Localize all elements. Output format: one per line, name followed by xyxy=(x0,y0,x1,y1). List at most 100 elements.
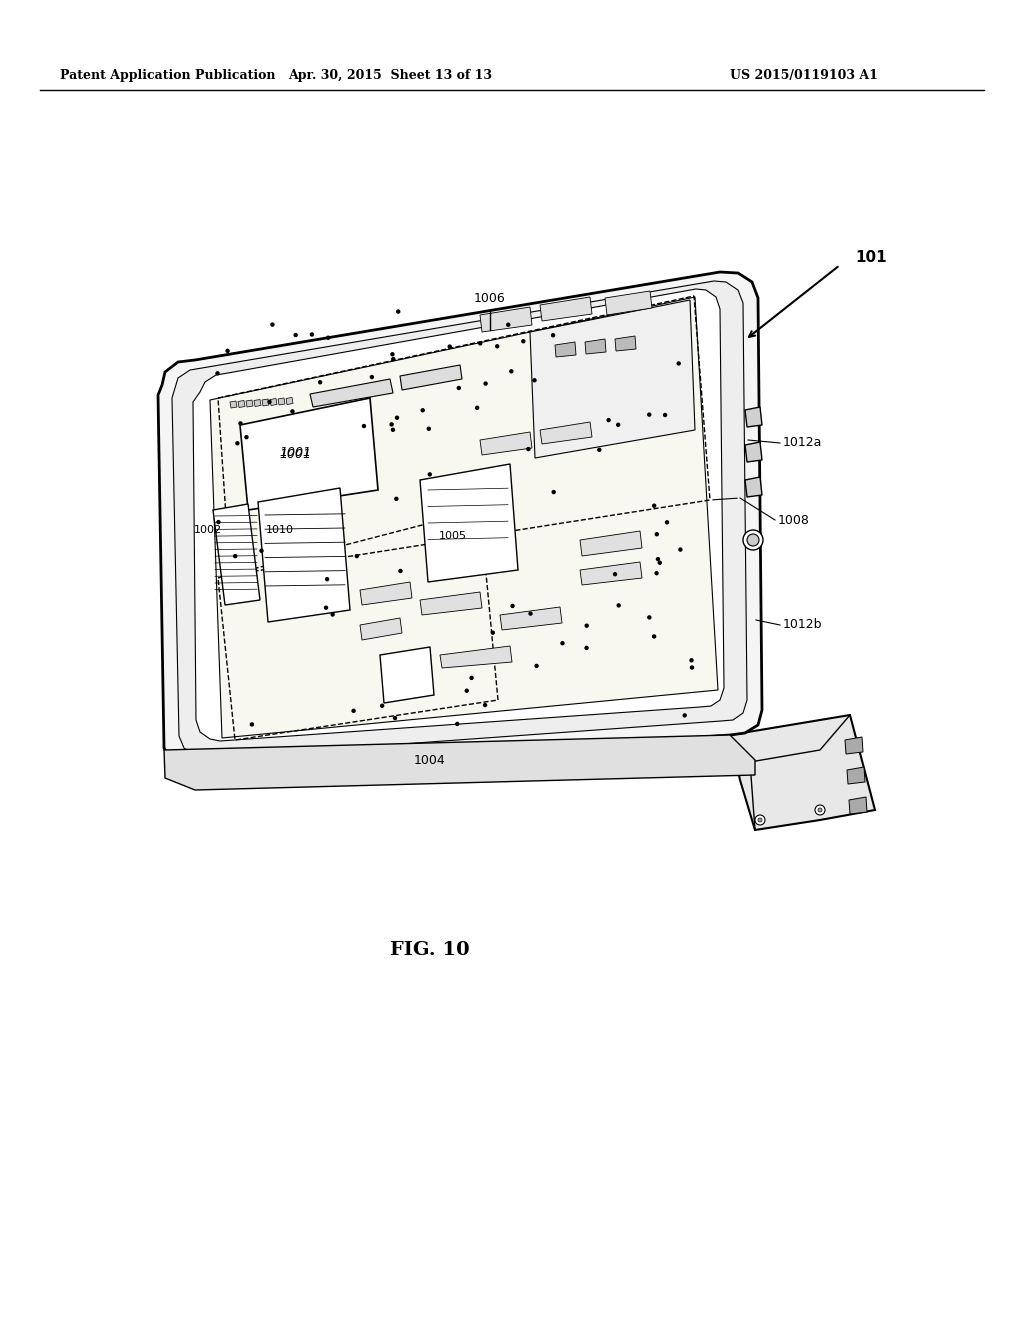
Polygon shape xyxy=(380,647,434,704)
Circle shape xyxy=(690,667,693,669)
Circle shape xyxy=(552,491,555,494)
Text: 1010: 1010 xyxy=(266,525,294,535)
Polygon shape xyxy=(615,337,636,351)
Text: 1001: 1001 xyxy=(279,446,311,459)
Circle shape xyxy=(476,407,478,409)
Circle shape xyxy=(679,548,682,550)
Circle shape xyxy=(683,714,686,717)
Circle shape xyxy=(217,520,220,524)
Text: 1012b: 1012b xyxy=(783,618,822,631)
Circle shape xyxy=(393,717,396,719)
Circle shape xyxy=(746,535,759,546)
Circle shape xyxy=(561,642,564,644)
Circle shape xyxy=(362,425,366,428)
Circle shape xyxy=(294,334,297,337)
Circle shape xyxy=(390,422,393,426)
Text: FIG. 10: FIG. 10 xyxy=(390,941,470,960)
Circle shape xyxy=(585,624,588,627)
Circle shape xyxy=(677,362,680,364)
Circle shape xyxy=(216,372,219,375)
Circle shape xyxy=(236,442,239,445)
Circle shape xyxy=(326,578,329,581)
Circle shape xyxy=(652,504,655,507)
Polygon shape xyxy=(845,737,863,754)
Circle shape xyxy=(484,381,487,385)
Circle shape xyxy=(470,676,473,680)
Polygon shape xyxy=(585,339,606,354)
Polygon shape xyxy=(420,465,518,582)
Polygon shape xyxy=(172,281,746,758)
Polygon shape xyxy=(258,488,350,622)
Polygon shape xyxy=(164,735,755,789)
Polygon shape xyxy=(286,397,293,404)
Circle shape xyxy=(421,409,424,412)
Circle shape xyxy=(392,358,395,360)
Circle shape xyxy=(690,659,693,661)
Polygon shape xyxy=(605,290,652,315)
Circle shape xyxy=(648,413,651,416)
Polygon shape xyxy=(849,797,867,814)
Circle shape xyxy=(428,473,431,477)
Circle shape xyxy=(652,635,655,638)
Circle shape xyxy=(655,533,658,536)
Polygon shape xyxy=(847,767,865,784)
Circle shape xyxy=(607,418,610,421)
Polygon shape xyxy=(360,582,412,605)
Circle shape xyxy=(268,400,271,404)
Polygon shape xyxy=(420,591,482,615)
Text: US 2015/0119103 A1: US 2015/0119103 A1 xyxy=(730,69,878,82)
Text: Apr. 30, 2015  Sheet 13 of 13: Apr. 30, 2015 Sheet 13 of 13 xyxy=(288,69,492,82)
Circle shape xyxy=(510,370,513,372)
Circle shape xyxy=(427,428,430,430)
Polygon shape xyxy=(745,407,762,426)
Circle shape xyxy=(395,416,398,420)
Polygon shape xyxy=(254,400,261,407)
Circle shape xyxy=(815,805,825,814)
Text: Patent Application Publication: Patent Application Publication xyxy=(60,69,275,82)
Circle shape xyxy=(507,323,510,326)
Circle shape xyxy=(613,573,616,576)
Polygon shape xyxy=(230,401,237,408)
Text: 1005: 1005 xyxy=(439,531,467,541)
Polygon shape xyxy=(500,607,562,630)
Circle shape xyxy=(529,612,532,615)
Polygon shape xyxy=(530,300,695,458)
Circle shape xyxy=(534,379,536,381)
Circle shape xyxy=(755,814,765,825)
Circle shape xyxy=(260,549,263,552)
Circle shape xyxy=(352,709,355,713)
Polygon shape xyxy=(246,400,253,407)
Circle shape xyxy=(399,569,402,573)
Polygon shape xyxy=(262,399,269,407)
Polygon shape xyxy=(580,531,642,556)
Circle shape xyxy=(743,531,763,550)
Circle shape xyxy=(666,521,669,524)
Circle shape xyxy=(391,352,394,356)
Circle shape xyxy=(478,342,481,345)
Text: 1004: 1004 xyxy=(414,754,445,767)
Circle shape xyxy=(536,664,538,668)
Circle shape xyxy=(616,424,620,426)
Circle shape xyxy=(226,350,229,352)
Circle shape xyxy=(617,605,621,607)
Circle shape xyxy=(371,375,374,379)
Circle shape xyxy=(355,554,358,557)
Circle shape xyxy=(496,345,499,347)
Circle shape xyxy=(396,310,399,313)
Circle shape xyxy=(291,409,294,413)
Polygon shape xyxy=(270,399,278,405)
Circle shape xyxy=(331,612,334,616)
Circle shape xyxy=(449,345,452,348)
Circle shape xyxy=(325,606,328,609)
Circle shape xyxy=(395,498,398,500)
Circle shape xyxy=(318,380,322,384)
Text: 1001: 1001 xyxy=(279,449,311,462)
Polygon shape xyxy=(360,618,402,640)
Circle shape xyxy=(310,333,313,337)
Text: 1006: 1006 xyxy=(474,292,506,305)
Circle shape xyxy=(327,337,330,339)
Circle shape xyxy=(492,631,495,634)
Text: 1008: 1008 xyxy=(778,513,810,527)
Circle shape xyxy=(391,428,394,432)
Polygon shape xyxy=(480,308,532,333)
